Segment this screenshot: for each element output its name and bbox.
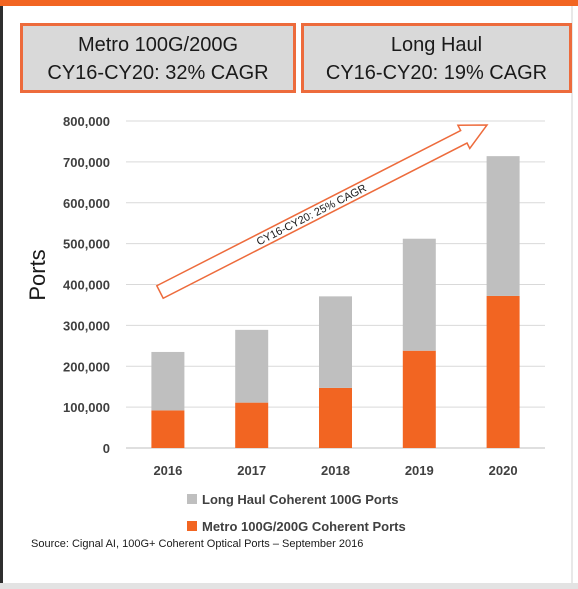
y-tick-label: 0	[103, 441, 110, 456]
bar-long-haul	[151, 351, 185, 411]
bar-long-haul	[235, 329, 269, 403]
bar-long-haul	[319, 296, 352, 388]
legend-label-long-haul: Long Haul Coherent 100G Ports	[202, 491, 399, 507]
y-tick-label: 600,000	[63, 196, 110, 211]
bottom-stripe	[0, 583, 578, 589]
long-haul-callout-cagr: CY16-CY20: 19% CAGR	[325, 62, 548, 84]
legend-swatch-metro	[187, 521, 197, 531]
y-axis-title: Ports	[25, 249, 50, 300]
top-accent-stripe	[0, 0, 578, 6]
legend-swatch-long-haul	[187, 494, 197, 504]
bar-metro	[402, 350, 436, 448]
cagr-arrow	[155, 124, 489, 300]
metro-callout-cagr: CY16-CY20: 32% CAGR	[47, 62, 269, 84]
metro-cagr-callout: Metro 100G/200G CY16-CY20: 32% CAGR	[20, 23, 296, 93]
legend-label-metro: Metro 100G/200G Coherent Ports	[202, 518, 406, 534]
source-note: Source: Cignal AI, 100G+ Coherent Optica…	[31, 538, 364, 550]
right-edge-rule	[571, 6, 573, 583]
left-edge-rule	[0, 6, 3, 583]
metro-callout-title: Metro 100G/200G	[77, 34, 239, 56]
long-haul-callout-title: Long Haul	[390, 34, 483, 56]
y-tick-label: 100,000	[63, 400, 110, 415]
legend-item-long-haul: Long Haul Coherent 100G Ports	[187, 490, 398, 508]
y-tick-label: 200,000	[63, 359, 110, 374]
x-tick-label: 2016	[153, 463, 182, 478]
bar-metro	[235, 402, 269, 448]
y-tick-label: 800,000	[63, 114, 110, 129]
cagr-arrow-label: CY16-CY20: 25% CAGR	[255, 182, 369, 248]
y-tick-label: 400,000	[63, 278, 110, 293]
x-tick-label: 2018	[321, 463, 350, 478]
legend-item-metro: Metro 100G/200G Coherent Ports	[187, 517, 406, 535]
x-tick-label: 2017	[237, 463, 266, 478]
bar-long-haul	[402, 238, 436, 351]
y-tick-label: 300,000	[63, 318, 110, 333]
bar-metro	[319, 387, 352, 448]
bar-metro	[486, 295, 520, 448]
bar-metro	[151, 410, 185, 448]
x-tick-label: 2019	[405, 463, 434, 478]
long-haul-cagr-callout: Long Haul CY16-CY20: 19% CAGR	[301, 23, 572, 93]
bar-long-haul	[486, 156, 520, 296]
x-tick-label: 2020	[489, 463, 518, 478]
y-tick-label: 500,000	[63, 237, 110, 252]
y-tick-label: 700,000	[63, 155, 110, 170]
